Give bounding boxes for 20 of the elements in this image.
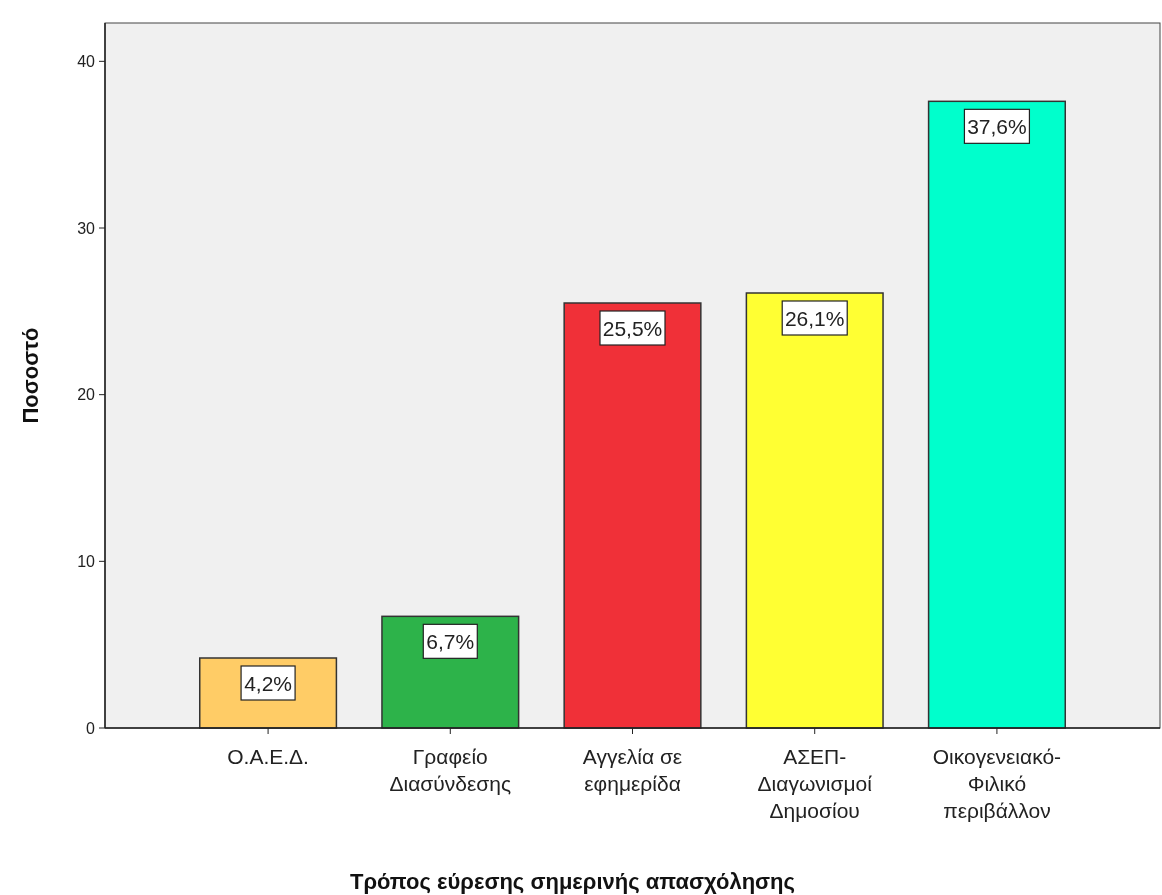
- data-label: 37,6%: [967, 114, 1027, 138]
- x-tick-label: Οικογενειακό-Φιλικό περιβάλλον: [932, 745, 1062, 822]
- y-tick-label: 10: [77, 552, 96, 570]
- y-axis-title: Ποσοστό: [18, 327, 43, 424]
- y-tick-label: 0: [86, 719, 96, 737]
- y-tick-label: 40: [77, 52, 96, 70]
- data-label: 25,5%: [602, 316, 663, 340]
- bar: [563, 302, 702, 729]
- data-label: 26,1%: [784, 306, 845, 330]
- x-tick-label: ΑΣΕΠ-Διαγωνισμοί Δημοσίου: [757, 745, 873, 822]
- data-label: 6,7%: [426, 629, 475, 653]
- x-axis-title: Τρόπος εύρεσης σημερινής απασχόλησης: [349, 869, 796, 894]
- x-tick-label: Ο.Α.Ε.Δ.: [227, 745, 309, 768]
- x-tick-label: Γραφείο Διασύνδεσης: [389, 745, 512, 795]
- y-tick-label: 20: [77, 386, 96, 404]
- bar: [927, 100, 1066, 729]
- bar: [745, 292, 884, 729]
- data-label: 4,2%: [244, 671, 293, 695]
- y-tick-label: 30: [77, 219, 96, 237]
- x-tick-label: Αγγελία σε εφημερίδα: [582, 745, 683, 795]
